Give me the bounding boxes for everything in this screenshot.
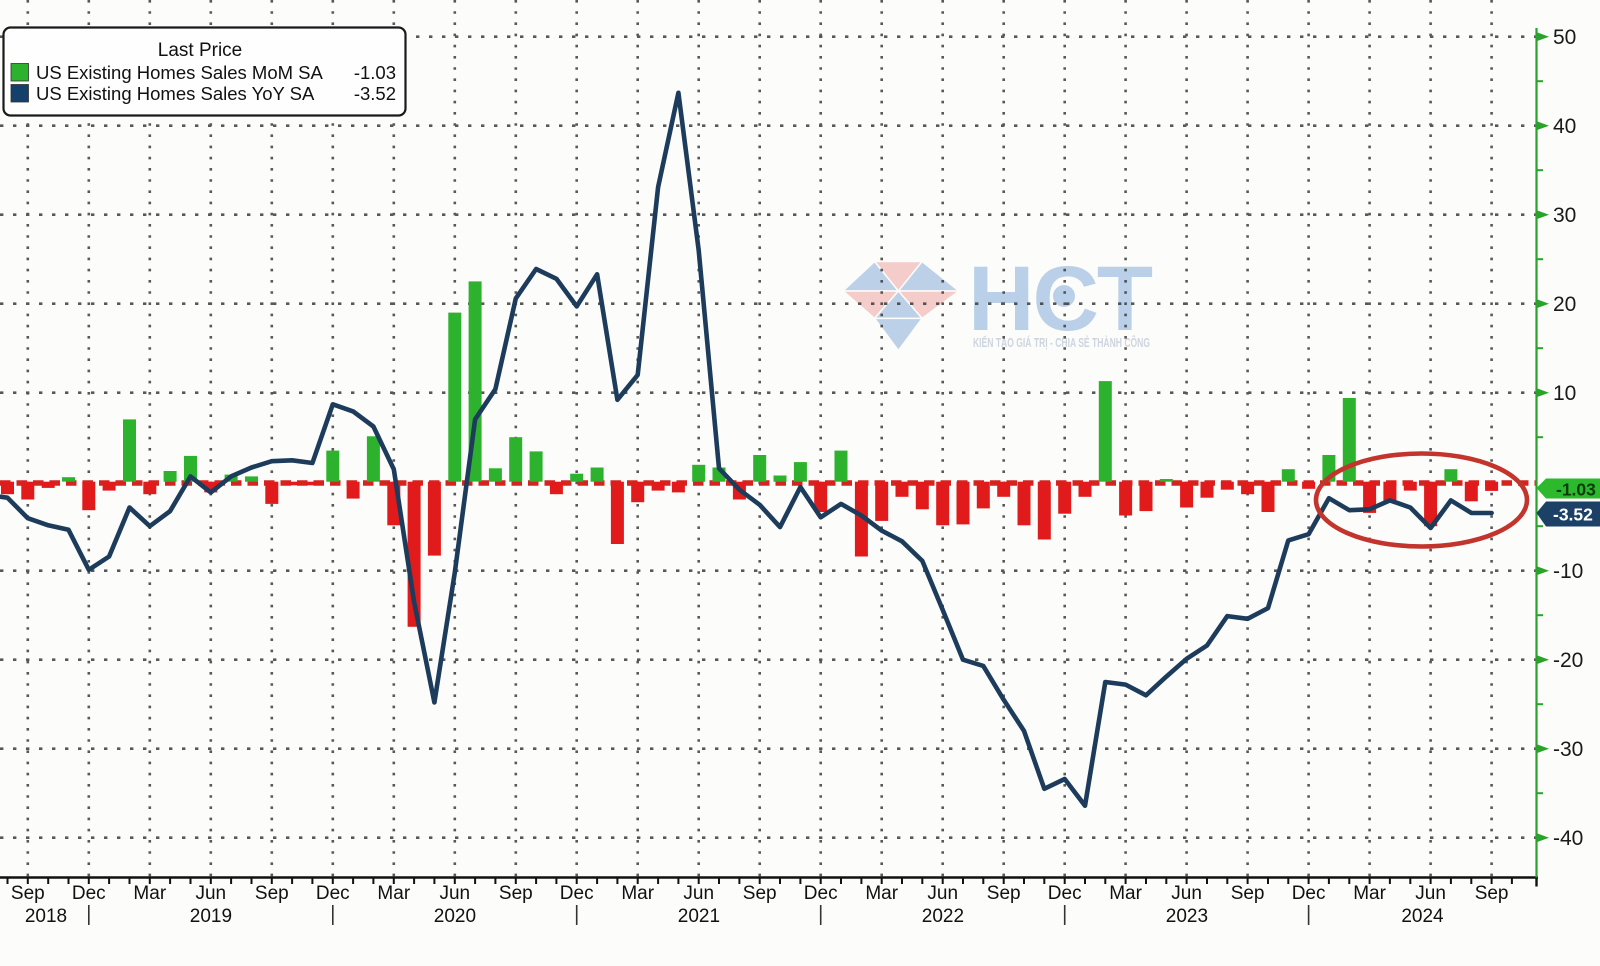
svg-text:US Existing Homes Sales MoM SA: US Existing Homes Sales MoM SA: [36, 62, 324, 83]
svg-text:-30: -30: [1553, 738, 1583, 761]
svg-text:Dec: Dec: [316, 883, 350, 904]
svg-text:Dec: Dec: [1292, 883, 1326, 904]
svg-text:10: 10: [1553, 382, 1576, 405]
svg-text:-1.03: -1.03: [354, 62, 396, 83]
svg-text:Mar: Mar: [621, 883, 654, 904]
svg-text:Mar: Mar: [1109, 883, 1142, 904]
svg-text:Sep: Sep: [743, 883, 777, 904]
svg-text:Sep: Sep: [1475, 883, 1509, 904]
svg-text:2020: 2020: [434, 906, 476, 927]
svg-text:2023: 2023: [1166, 906, 1208, 927]
svg-text:-40: -40: [1553, 827, 1583, 850]
svg-text:2021: 2021: [678, 906, 720, 927]
svg-text:-1.03: -1.03: [1556, 480, 1596, 500]
svg-text:Mar: Mar: [865, 883, 898, 904]
svg-text:Sep: Sep: [255, 883, 289, 904]
svg-text:KIẾN TẠO GIÁ TRỊ - CHIA SẺ THÀ: KIẾN TẠO GIÁ TRỊ - CHIA SẺ THÀNH CÔNG: [973, 335, 1150, 350]
svg-text:-3.52: -3.52: [1553, 505, 1593, 525]
svg-text:Mar: Mar: [1353, 883, 1386, 904]
svg-text:Dec: Dec: [72, 883, 106, 904]
svg-text:Jun: Jun: [927, 883, 958, 904]
svg-text:40: 40: [1553, 115, 1576, 138]
svg-text:Sep: Sep: [11, 883, 45, 904]
svg-text:Mar: Mar: [133, 883, 166, 904]
svg-text:20: 20: [1553, 293, 1576, 316]
svg-text:Mar: Mar: [377, 883, 410, 904]
svg-text:2018: 2018: [25, 906, 67, 927]
svg-text:2024: 2024: [1401, 906, 1444, 927]
svg-text:-10: -10: [1553, 560, 1583, 583]
svg-text:Sep: Sep: [1231, 883, 1265, 904]
svg-text:-3.52: -3.52: [354, 83, 396, 104]
svg-text:Jun: Jun: [1415, 883, 1446, 904]
svg-text:50: 50: [1553, 26, 1576, 49]
svg-text:Dec: Dec: [804, 883, 838, 904]
svg-text:Last Price: Last Price: [158, 40, 242, 61]
svg-text:Sep: Sep: [987, 883, 1021, 904]
svg-text:Dec: Dec: [1048, 883, 1082, 904]
svg-text:Jun: Jun: [1171, 883, 1202, 904]
svg-text:Jun: Jun: [439, 883, 470, 904]
svg-text:2022: 2022: [922, 906, 964, 927]
svg-text:Jun: Jun: [683, 883, 714, 904]
svg-text:2019: 2019: [190, 906, 232, 927]
svg-text:Jun: Jun: [195, 883, 226, 904]
svg-text:Sep: Sep: [499, 883, 533, 904]
svg-text:US Existing Homes Sales YoY SA: US Existing Homes Sales YoY SA: [36, 83, 315, 104]
svg-text:-20: -20: [1553, 649, 1583, 672]
svg-text:30: 30: [1553, 204, 1576, 227]
svg-text:Dec: Dec: [560, 883, 594, 904]
